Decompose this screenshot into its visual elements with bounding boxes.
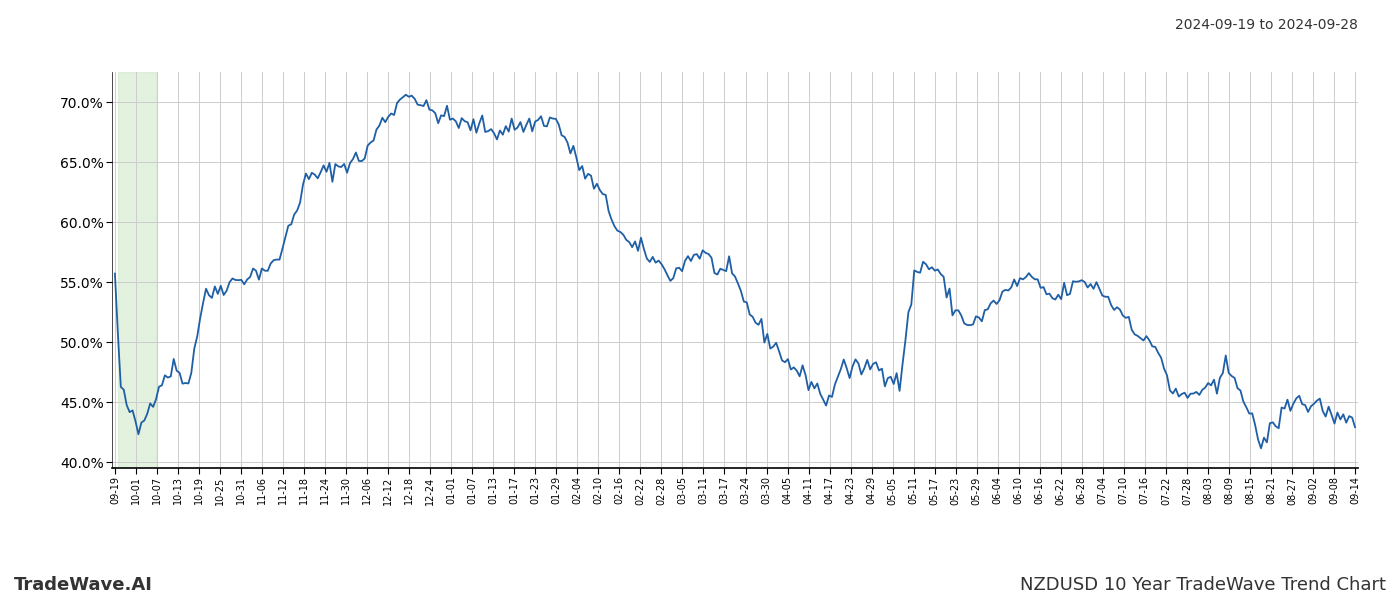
Bar: [118, 72, 155, 468]
Text: NZDUSD 10 Year TradeWave Trend Chart: NZDUSD 10 Year TradeWave Trend Chart: [1021, 576, 1386, 594]
Text: TradeWave.AI: TradeWave.AI: [14, 576, 153, 594]
Text: 2024-09-19 to 2024-09-28: 2024-09-19 to 2024-09-28: [1175, 18, 1358, 32]
